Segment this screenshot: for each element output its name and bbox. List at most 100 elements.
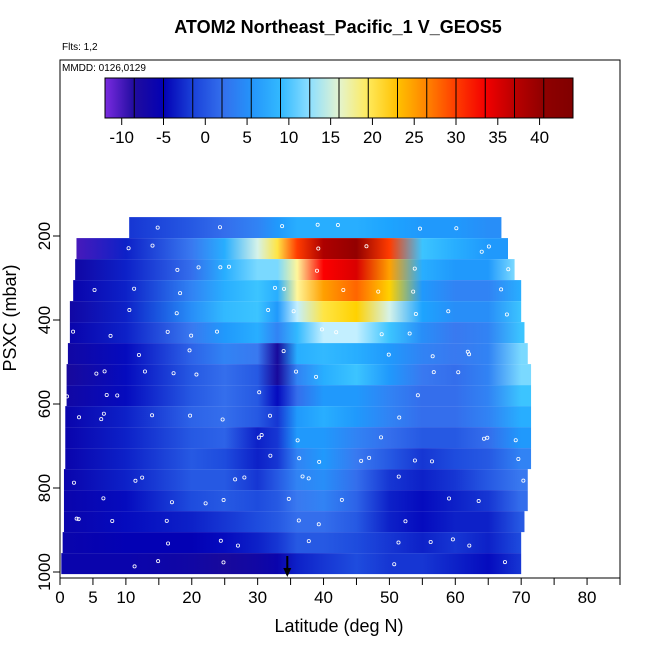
colorbar-tick-label: 20 bbox=[363, 128, 382, 147]
observation-point bbox=[175, 267, 180, 272]
x-tick-label: 10 bbox=[116, 588, 135, 607]
heatmap-row bbox=[65, 448, 532, 470]
observation-point bbox=[396, 474, 401, 479]
observation-point bbox=[319, 327, 324, 332]
colorbar-tick-label: 0 bbox=[201, 128, 210, 147]
observation-point bbox=[316, 522, 321, 527]
observation-point bbox=[164, 518, 169, 523]
colorbar-segment bbox=[134, 78, 164, 118]
x-tick-label: 60 bbox=[446, 588, 465, 607]
y-tick-label: 1000 bbox=[35, 553, 54, 591]
observation-point bbox=[187, 348, 192, 353]
observation-point bbox=[132, 286, 137, 291]
colorbar-segment bbox=[456, 78, 486, 118]
colorbar-frame bbox=[104, 77, 574, 119]
heatmap-row bbox=[67, 343, 528, 365]
observation-point bbox=[127, 308, 132, 313]
colorbar bbox=[104, 77, 574, 119]
observation-point bbox=[169, 500, 174, 505]
chart-title: ATOM2 Northeast_Pacific_1 V_GEOS5 bbox=[174, 17, 501, 37]
observation-point bbox=[379, 332, 384, 337]
observation-point bbox=[502, 560, 507, 565]
heatmap bbox=[61, 217, 532, 575]
latitude-marker-arrow bbox=[283, 556, 292, 577]
observation-point bbox=[476, 499, 481, 504]
y-axis-label: PSXC (mbar) bbox=[0, 264, 20, 371]
x-tick-label: 50 bbox=[380, 588, 399, 607]
observation-point bbox=[407, 331, 412, 336]
heatmap-row bbox=[61, 553, 522, 575]
observation-point bbox=[392, 562, 397, 567]
observation-point bbox=[291, 309, 296, 314]
observation-point bbox=[341, 287, 346, 292]
observation-point bbox=[165, 329, 170, 334]
colorbar-segment bbox=[339, 78, 369, 118]
colorbar-ticks: -10 -5 0 5 10 15 20 25 30 35 40 bbox=[109, 118, 549, 147]
observation-point bbox=[306, 476, 311, 481]
observation-point bbox=[150, 243, 155, 248]
observation-point bbox=[178, 291, 183, 296]
observation-point bbox=[454, 226, 459, 231]
colorbar-tick-label: 5 bbox=[242, 128, 251, 147]
observation-point bbox=[379, 435, 384, 440]
colorbar-segment bbox=[368, 78, 398, 118]
observation-point bbox=[221, 560, 226, 565]
heatmap-row bbox=[63, 511, 525, 533]
observation-point bbox=[282, 286, 287, 291]
colorbar-segment bbox=[309, 78, 339, 118]
colorbar-tick-label: 15 bbox=[321, 128, 340, 147]
observation-point bbox=[431, 370, 436, 375]
observation-point bbox=[447, 496, 452, 501]
observation-point bbox=[314, 374, 319, 379]
y-tick-label: 600 bbox=[35, 390, 54, 418]
observation-point bbox=[126, 246, 131, 251]
observation-point bbox=[150, 413, 155, 418]
observation-points bbox=[65, 222, 526, 569]
colorbar-segment bbox=[514, 78, 544, 118]
colorbar-segment bbox=[251, 78, 281, 118]
observation-point bbox=[297, 456, 302, 461]
observation-point bbox=[417, 226, 422, 231]
observation-point bbox=[188, 413, 193, 418]
observation-point bbox=[189, 333, 194, 338]
observation-point bbox=[74, 516, 79, 521]
heatmap-row bbox=[66, 385, 532, 407]
observation-point bbox=[516, 456, 521, 461]
observation-point bbox=[334, 330, 339, 335]
observation-point bbox=[467, 543, 472, 548]
observation-point bbox=[286, 496, 291, 501]
observation-point bbox=[259, 433, 264, 438]
observation-point bbox=[450, 537, 455, 542]
observation-point bbox=[133, 478, 138, 483]
observation-point bbox=[306, 539, 311, 544]
observation-point bbox=[226, 264, 231, 269]
observation-point bbox=[506, 267, 511, 272]
colorbar-segment bbox=[192, 78, 222, 118]
observation-point bbox=[132, 564, 137, 569]
observation-point bbox=[268, 453, 273, 458]
observation-point bbox=[71, 329, 76, 334]
heatmap-row bbox=[66, 364, 532, 386]
observation-point bbox=[412, 266, 417, 271]
observation-point bbox=[242, 475, 247, 480]
observation-point bbox=[317, 459, 322, 464]
observation-point bbox=[339, 497, 344, 502]
observation-point bbox=[101, 496, 106, 501]
observation-point bbox=[396, 540, 401, 545]
heatmap-row bbox=[63, 469, 528, 491]
x-tick-label: 30 bbox=[248, 588, 267, 607]
observation-point bbox=[92, 288, 97, 293]
observation-point bbox=[140, 475, 145, 480]
observation-point bbox=[155, 225, 160, 230]
colorbar-tick-label: 25 bbox=[405, 128, 424, 147]
x-axis-label: Latitude (deg N) bbox=[274, 616, 403, 636]
heatmap-row bbox=[73, 280, 522, 302]
observation-point bbox=[280, 224, 285, 229]
heatmap-row bbox=[62, 532, 522, 554]
observation-point bbox=[403, 519, 408, 524]
observation-point bbox=[256, 435, 261, 440]
observation-point bbox=[479, 249, 484, 254]
observation-point bbox=[272, 285, 277, 290]
colorbar-segment bbox=[485, 78, 515, 118]
